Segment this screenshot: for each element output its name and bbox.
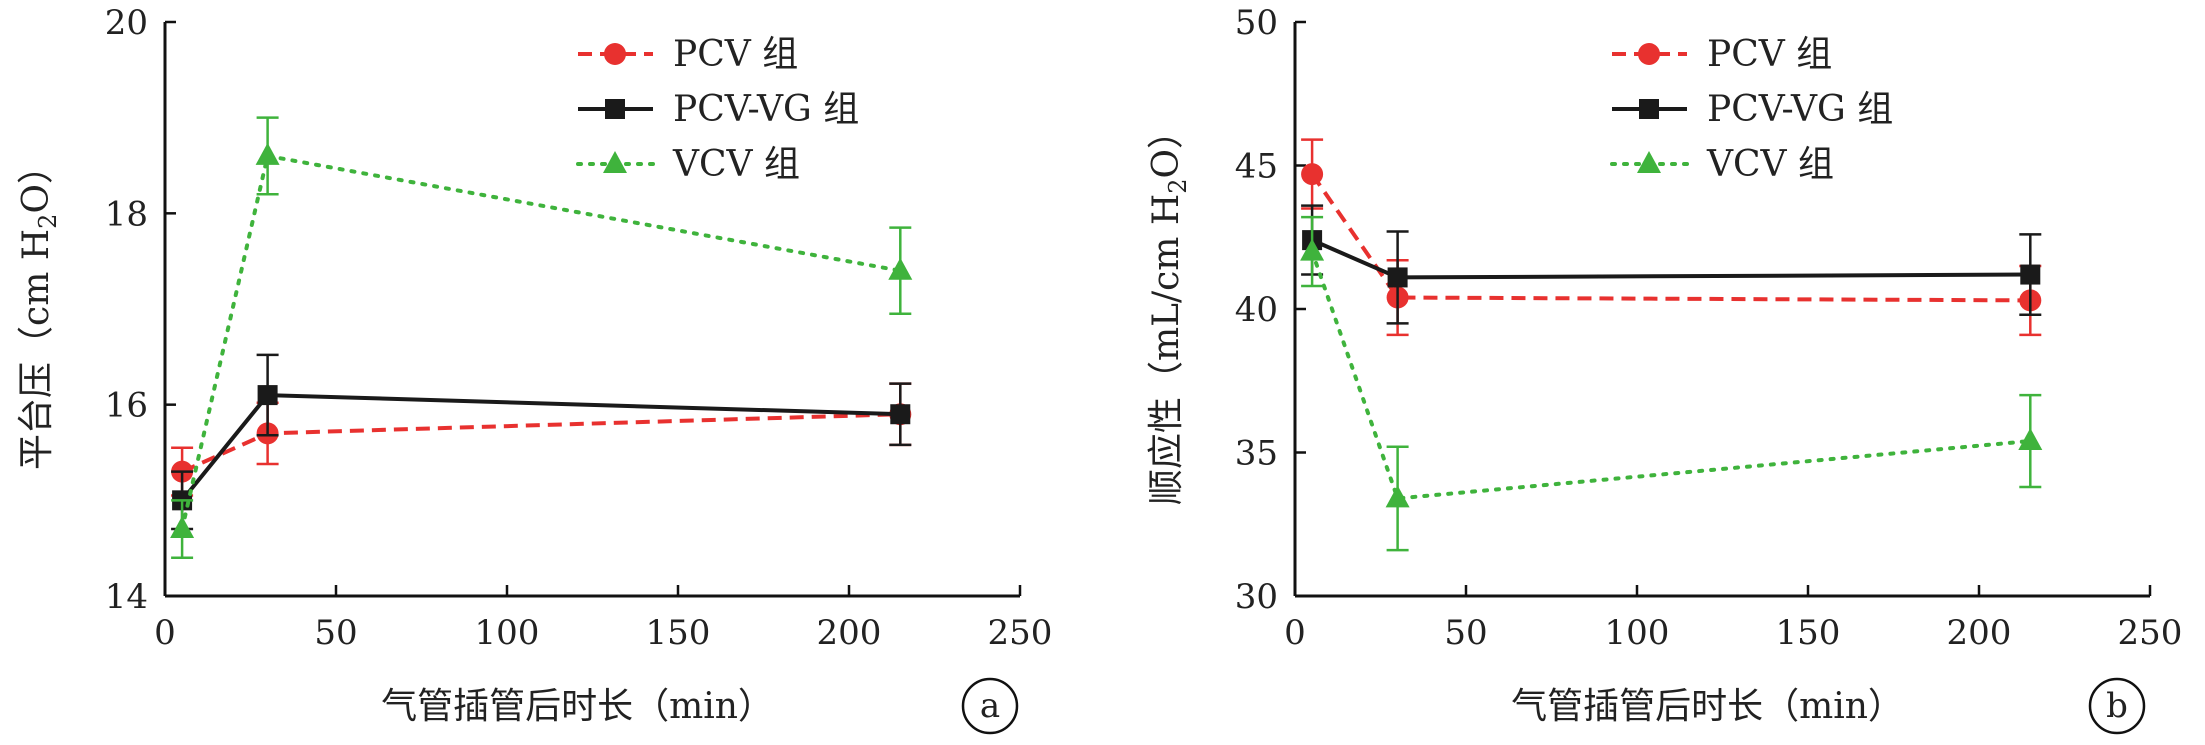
panel-label-circle: [2088, 677, 2146, 735]
panel-label: a: [980, 686, 1000, 726]
panel-label-circle: [961, 677, 1019, 735]
legend-label: PCV 组: [673, 34, 798, 75]
data-point: [1300, 238, 1325, 261]
y-tick-label: 16: [105, 386, 148, 426]
y-tick-label: 18: [105, 194, 148, 234]
y-tick-label: 30: [1235, 577, 1278, 617]
legend-label: VCV 组: [1706, 144, 1834, 185]
x-tick-label: 100: [1605, 613, 1670, 653]
series-line: [1311, 238, 2031, 280]
y-axis-label-end: O）: [16, 148, 57, 214]
y-axis-label-subscript: 2: [1164, 178, 1192, 193]
chart-panel-b: 0 50 100 150 200 250 30 35 40 45 50 气管插管后时长（min） 顺应性…: [1146, 3, 2183, 735]
x-tick-label: 50: [1444, 613, 1487, 653]
legend-marker: [1639, 99, 1659, 119]
series-0: [1301, 138, 2042, 337]
y-axis-label: 顺应性（mL/cm H2O）: [1146, 113, 1192, 505]
x-tick-label: 0: [1284, 613, 1306, 653]
legend-label: PCV 组: [1707, 34, 1832, 75]
x-tick-label: 200: [1947, 613, 2012, 653]
legend-label: PCV-VG 组: [673, 89, 859, 130]
x-tick-label: 150: [646, 613, 711, 653]
data-point: [257, 385, 278, 406]
data-point: [255, 142, 280, 165]
data-point: [2018, 428, 2043, 451]
legend-marker: [1638, 43, 1660, 65]
y-tick-label: 20: [105, 3, 148, 43]
series-line: [181, 412, 901, 474]
x-axis-label: 气管插管后时长（min）: [381, 686, 774, 727]
y-axis-label-main: 顺应性（mL/cm H: [1146, 194, 1187, 505]
data-point: [170, 516, 195, 539]
data-point: [2020, 264, 2041, 285]
x-tick-label: 200: [817, 613, 882, 653]
x-axis-label: 气管插管后时长（min）: [1511, 686, 1904, 727]
y-tick-label: 35: [1235, 434, 1278, 474]
x-tick-label: 100: [475, 613, 540, 653]
x-tick-label: 250: [988, 613, 1053, 653]
y-tick-label: 50: [1235, 3, 1278, 43]
y-tick-label: 45: [1235, 147, 1278, 187]
series-1: [1301, 204, 2042, 325]
series-line: [180, 153, 903, 532]
legend: PCV 组 PCV-VG 组 VCV 组: [1610, 34, 1893, 185]
data-point: [1385, 485, 1410, 508]
x-tick-label: 250: [2118, 613, 2183, 653]
series-2: [170, 116, 913, 559]
y-tick-label: 14: [105, 577, 148, 617]
series-line: [1310, 249, 2033, 501]
legend: PCV 组 PCV-VG 组 VCV 组: [576, 34, 859, 185]
data-point: [1301, 163, 1324, 186]
y-axis-label-main: 平台压（cm H: [16, 229, 57, 470]
y-tick-label: 40: [1235, 290, 1278, 330]
series-line: [1310, 172, 2031, 303]
y-axis-label-subscript: 2: [34, 214, 62, 229]
legend-marker: [603, 151, 627, 173]
chart-panel-a: 0 50 100 150 200 250 14 16 18 20 气管插管后时长（min） 平台压（c…: [16, 3, 1053, 735]
data-point: [1387, 267, 1408, 288]
x-tick-label: 0: [154, 613, 176, 653]
series-1: [171, 353, 912, 531]
panel-label: b: [2106, 686, 2128, 726]
series-0: [171, 382, 912, 497]
y-axis-label: 平台压（cm H2O）: [16, 148, 62, 470]
x-tick-label: 150: [1776, 613, 1841, 653]
legend-label: VCV 组: [672, 144, 800, 185]
legend-label: PCV-VG 组: [1707, 89, 1893, 130]
data-point: [888, 257, 913, 280]
legend-marker: [1637, 151, 1661, 173]
y-axis-label-end: O）: [1146, 113, 1187, 179]
series-2: [1300, 215, 2043, 552]
legend-marker: [605, 99, 625, 119]
data-point: [890, 404, 911, 425]
x-tick-label: 50: [314, 613, 357, 653]
legend-marker: [604, 43, 626, 65]
series-line: [180, 393, 901, 502]
